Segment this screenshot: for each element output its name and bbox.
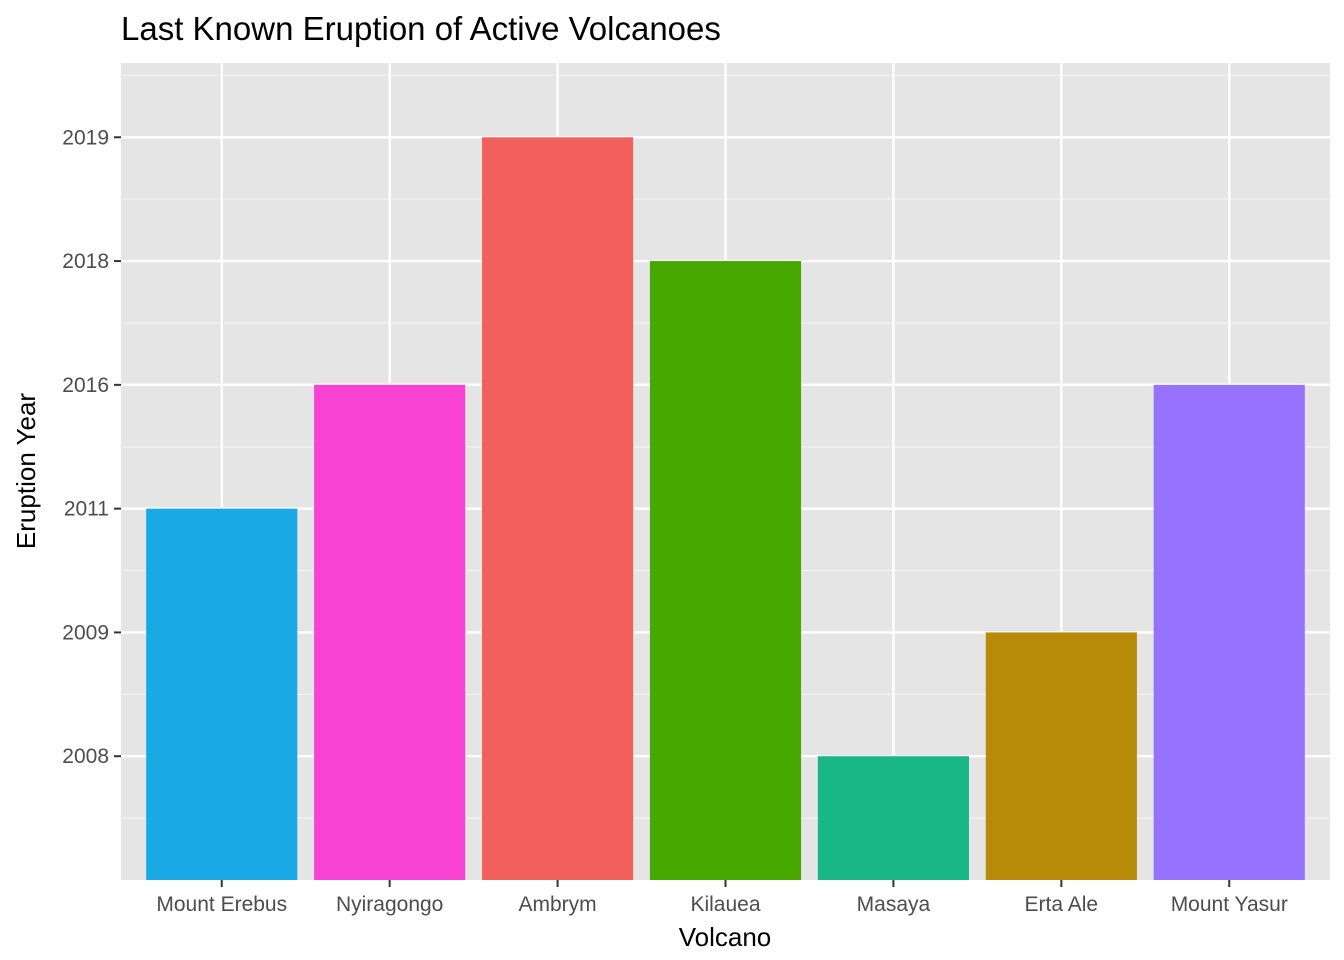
- bar-masaya: [817, 756, 969, 880]
- y-tick-label: 2018: [62, 250, 109, 273]
- x-tick-label: Masaya: [857, 893, 931, 916]
- x-tick-label: Erta Ale: [1025, 893, 1099, 916]
- bar-nyiragongo: [314, 384, 466, 880]
- x-tick-label: Mount Erebus: [156, 893, 287, 916]
- x-axis-title: Volcano: [679, 922, 772, 952]
- y-tick-label: 2019: [62, 126, 109, 149]
- x-tick-label: Ambrym: [518, 893, 596, 916]
- axes: 2008 2009 2011 2016 2018 2019 Mount Erebus Nyir…: [62, 126, 1288, 916]
- x-tick-label: Nyiragongo: [336, 893, 443, 916]
- bar-kilauea: [649, 261, 802, 880]
- bar-mount-erebus: [146, 508, 298, 880]
- x-tick-label: Kilauea: [690, 893, 760, 916]
- y-axis-title: Eruption Year: [11, 393, 41, 549]
- x-tick-label: Mount Yasur: [1171, 893, 1288, 916]
- chart-title: Last Known Eruption of Active Volcanoes: [121, 10, 721, 47]
- bar-mount-yasur: [1153, 384, 1305, 880]
- y-tick-label: 2016: [62, 374, 109, 397]
- bar-erta-ale: [985, 632, 1137, 880]
- bar-ambrym: [482, 137, 634, 881]
- y-tick-label: 2008: [62, 745, 109, 768]
- y-tick-label: 2009: [62, 621, 109, 644]
- y-tick-label: 2011: [64, 498, 109, 521]
- bars: [146, 137, 1305, 881]
